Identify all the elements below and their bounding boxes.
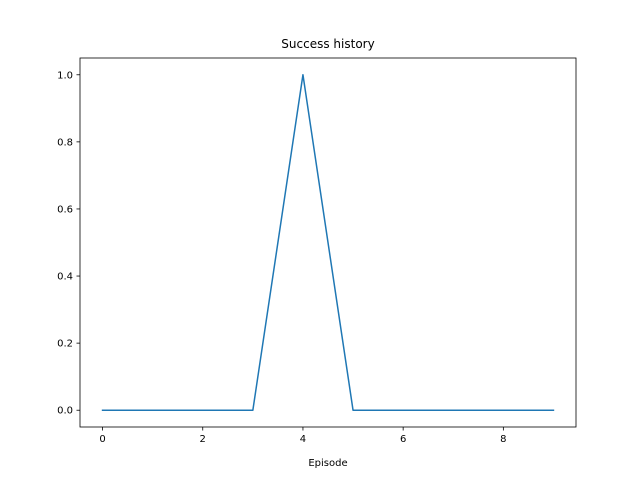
x-tick-label: 0 <box>99 434 105 445</box>
y-tick-label: 0.2 <box>57 339 73 350</box>
x-axis-label: Episode <box>308 458 347 469</box>
axes-frame <box>79 57 577 428</box>
chart-title: Success history <box>281 37 374 51</box>
y-tick-label: 0.4 <box>57 272 73 283</box>
x-tick-label: 2 <box>200 434 206 445</box>
y-tick-label: 0.0 <box>57 406 73 417</box>
y-tick-label: 1.0 <box>57 70 73 81</box>
y-tick-label: 0.8 <box>57 137 73 148</box>
x-tick-label: 4 <box>300 434 306 445</box>
plot-area: 0 2 4 6 8 0.0 0.2 0.4 0.6 0.8 1.0 <box>57 57 577 445</box>
x-tick-label: 8 <box>500 434 506 445</box>
series-line-0 <box>101 74 555 411</box>
x-tick-label: 6 <box>400 434 406 445</box>
y-tick-label: 0.6 <box>57 204 73 215</box>
